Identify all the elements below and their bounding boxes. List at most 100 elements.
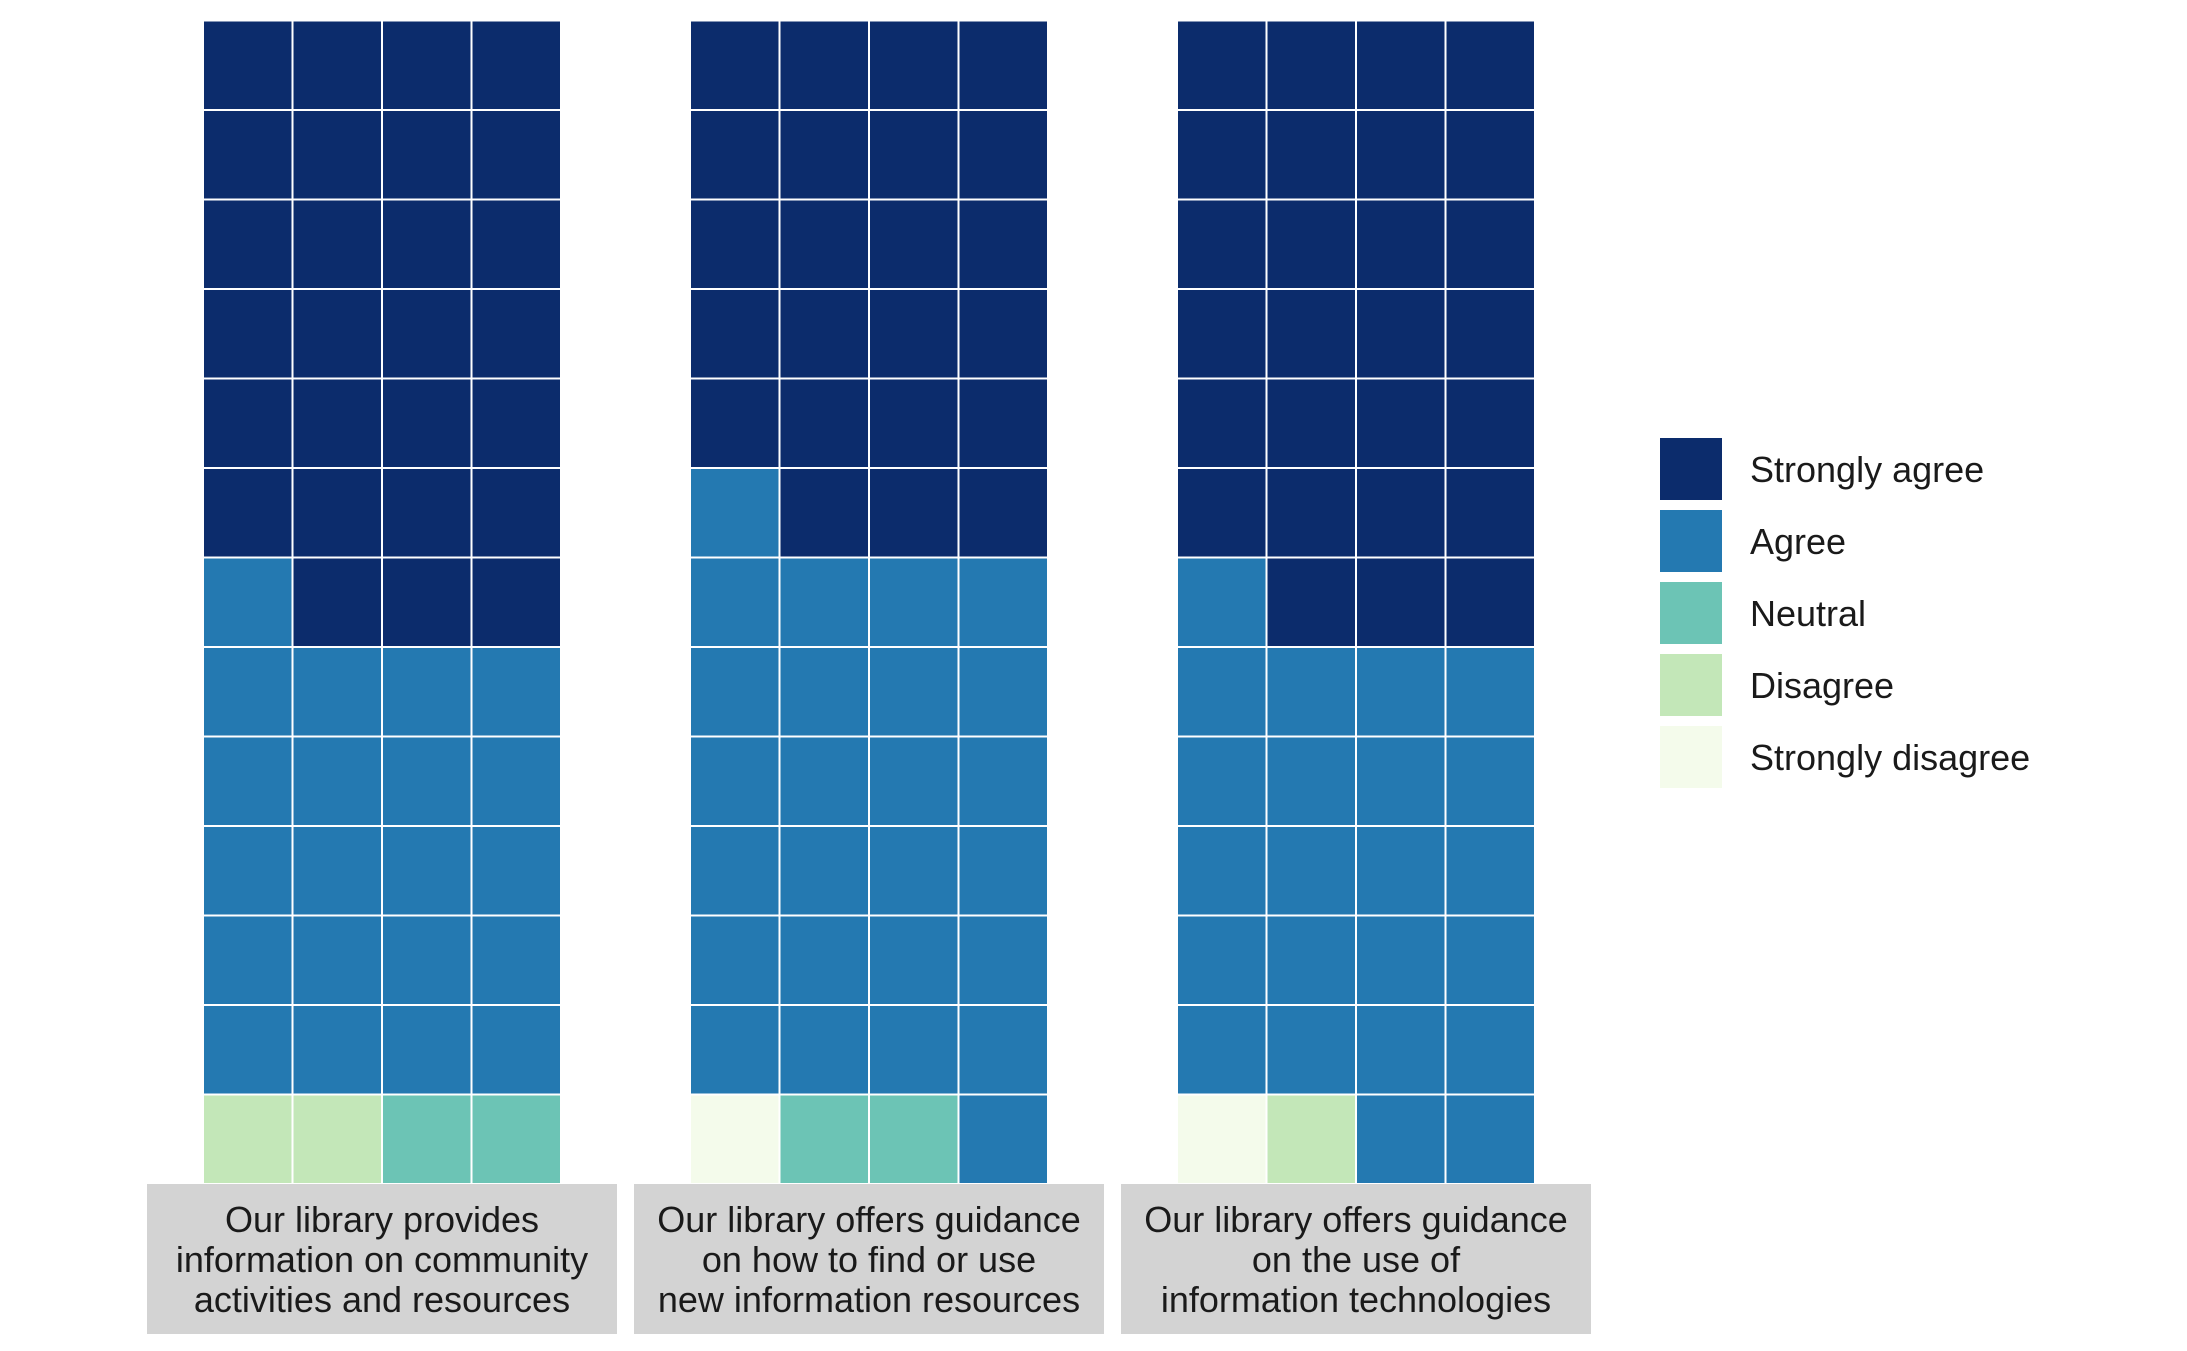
waffle-cell: [291, 198, 383, 290]
waffle-cell: [689, 646, 781, 738]
waffle-cell: [1265, 19, 1357, 111]
waffle-cell: [1176, 1093, 1268, 1185]
waffle-cell: [1265, 825, 1357, 917]
legend-item: Strongly disagree: [1660, 726, 2030, 788]
legend-item: Agree: [1660, 510, 1846, 572]
waffle-cell: [202, 288, 294, 380]
waffle-cell: [381, 288, 473, 380]
waffle-cell: [381, 19, 473, 111]
waffle-cell: [202, 1004, 294, 1096]
waffle-cell: [291, 556, 383, 648]
waffle-cell: [1265, 377, 1357, 469]
waffle-cell: [381, 109, 473, 201]
waffle-cell: [1444, 556, 1536, 648]
waffle-cell: [1176, 735, 1268, 827]
waffle-cell: [381, 467, 473, 559]
waffle-cell: [202, 556, 294, 648]
waffle-cell: [1355, 825, 1447, 917]
waffle-cell: [1176, 377, 1268, 469]
waffle-cell: [291, 1093, 383, 1185]
waffle-cell: [778, 556, 870, 648]
waffle-cell: [1355, 19, 1447, 111]
waffle-cell: [1355, 1093, 1447, 1185]
waffle-cell: [470, 198, 562, 290]
waffle-cell: [689, 825, 781, 917]
waffle-cell: [291, 825, 383, 917]
waffle-cell: [778, 109, 870, 201]
panel-title-line: Our library offers guidance: [1144, 1199, 1568, 1240]
legend-item: Neutral: [1660, 582, 1866, 644]
waffle-cell: [1444, 646, 1536, 738]
waffle-cell: [868, 646, 960, 738]
waffle-cell: [1176, 467, 1268, 559]
waffle-cell: [1355, 467, 1447, 559]
waffle-cell: [957, 288, 1049, 380]
panel-strip: [634, 1184, 1104, 1334]
waffle-cell: [957, 735, 1049, 827]
legend-swatch: [1660, 654, 1722, 716]
waffle-cell: [957, 646, 1049, 738]
waffle-cell: [1176, 825, 1268, 917]
panel-title-line: activities and resources: [194, 1279, 570, 1320]
waffle-cell: [957, 1004, 1049, 1096]
panel-title-line: on the use of: [1252, 1239, 1461, 1280]
waffle-cell: [1355, 556, 1447, 648]
waffle-cell: [1444, 377, 1536, 469]
waffle-cell: [291, 1004, 383, 1096]
waffle-cell: [689, 735, 781, 827]
waffle-cell: [381, 646, 473, 738]
waffle-cell: [689, 556, 781, 648]
waffle-cell: [202, 1093, 294, 1185]
waffle-cell: [1444, 735, 1536, 827]
waffle-cell: [1444, 914, 1536, 1006]
waffle-cell: [1355, 288, 1447, 380]
waffle-cell: [778, 914, 870, 1006]
waffle-cell: [1265, 914, 1357, 1006]
waffle-cell: [957, 19, 1049, 111]
waffle-cell: [778, 1093, 870, 1185]
waffle-cell: [868, 914, 960, 1006]
waffle-cell: [470, 377, 562, 469]
waffle-cell: [868, 19, 960, 111]
waffle-cell: [1265, 467, 1357, 559]
waffle-cell: [1355, 377, 1447, 469]
waffle-cell: [291, 19, 383, 111]
waffle-cell: [689, 914, 781, 1006]
waffle-cell: [689, 198, 781, 290]
waffle-cell: [957, 556, 1049, 648]
waffle-cell: [381, 735, 473, 827]
waffle-cell: [689, 19, 781, 111]
waffle-cell: [1265, 109, 1357, 201]
legend: Strongly agree Agree Neutral Disagree Strong…: [1660, 438, 2030, 788]
waffle-cell: [868, 825, 960, 917]
waffle-cell: [689, 377, 781, 469]
waffle-cell: [868, 1093, 960, 1185]
waffle-cell: [291, 914, 383, 1006]
waffle-cell: [778, 646, 870, 738]
legend-swatch: [1660, 438, 1722, 500]
waffle-cell: [689, 467, 781, 559]
waffle-cell: [868, 1004, 960, 1096]
waffle-cell: [1176, 914, 1268, 1006]
panel-title-line: Our library offers guidance: [657, 1199, 1081, 1240]
waffle-cell: [381, 1093, 473, 1185]
waffle-cell: [778, 198, 870, 290]
waffle-cell: [1265, 288, 1357, 380]
legend-label: Disagree: [1750, 665, 1894, 706]
waffle-cell: [868, 109, 960, 201]
legend-label: Agree: [1750, 521, 1846, 562]
legend-swatch: [1660, 582, 1722, 644]
waffle-cell: [957, 198, 1049, 290]
waffle-cell: [470, 288, 562, 380]
waffle-cell: [1355, 198, 1447, 290]
waffle-cell: [1444, 109, 1536, 201]
waffle-cell: [778, 377, 870, 469]
legend-item: Disagree: [1660, 654, 1894, 716]
waffle-cell: [868, 467, 960, 559]
panel-title-line: on how to find or use: [702, 1239, 1036, 1280]
waffle-cell: [381, 377, 473, 469]
waffle-cell: [470, 109, 562, 201]
waffle-cell: [1444, 288, 1536, 380]
